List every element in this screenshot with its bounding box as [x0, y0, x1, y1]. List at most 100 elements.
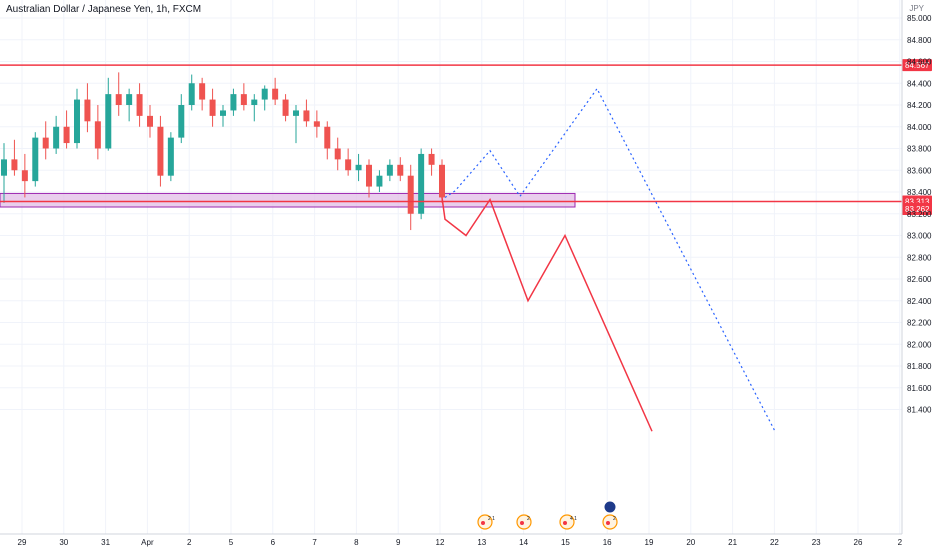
bearish-projection-line[interactable]	[441, 197, 653, 432]
bullish-projection-line[interactable]	[444, 87, 776, 432]
y-tick-label: 82.000	[907, 340, 932, 349]
y-tick-label: 82.200	[907, 319, 932, 328]
event-icon[interactable]	[559, 514, 575, 530]
candle	[32, 132, 39, 187]
x-tick-label: 2	[898, 538, 903, 547]
candle-body	[303, 110, 310, 122]
price-label: 83.313	[905, 197, 930, 206]
candle-body	[126, 94, 133, 105]
candle-body	[282, 99, 289, 116]
candle-body	[313, 121, 320, 127]
x-tick-label: 29	[18, 538, 27, 547]
y-tick-label: 84.800	[907, 36, 932, 45]
x-tick-label: 19	[645, 538, 654, 547]
price-label: 83.262	[905, 205, 930, 214]
candle-body	[355, 164, 362, 171]
symbol-title: Australian Dollar / Japanese Yen, 1h, FX…	[6, 4, 202, 15]
event-dot	[563, 521, 567, 525]
x-tick-label: 2	[187, 538, 192, 547]
x-tick-label: 15	[561, 538, 570, 547]
candle	[136, 83, 143, 127]
x-tick-label: 8	[354, 538, 359, 547]
candle	[251, 94, 258, 122]
y-tick-label: 83.200	[907, 210, 932, 219]
candle	[366, 159, 372, 198]
candle-body	[272, 88, 279, 100]
candle	[334, 137, 341, 171]
candle-body	[32, 137, 39, 182]
projection-paths[interactable]	[441, 87, 776, 432]
y-tick-label: 85.000	[907, 14, 932, 23]
candle-body	[230, 94, 237, 111]
candle	[376, 170, 383, 192]
x-tick-label: 26	[854, 538, 863, 547]
y-tick-label: 83.400	[907, 188, 932, 197]
candle	[272, 77, 279, 105]
event-icon[interactable]	[602, 514, 618, 530]
candle	[11, 139, 18, 176]
candle-body	[209, 99, 216, 116]
event-dot	[481, 521, 485, 525]
candle-body	[428, 153, 435, 165]
x-tick-label: 7	[312, 538, 317, 547]
candle-body	[220, 110, 226, 116]
currency-label: JPY	[909, 4, 924, 13]
y-tick-label: 83.600	[907, 166, 932, 175]
y-tick-label: 84.200	[907, 101, 932, 110]
x-tick-label: 16	[603, 538, 612, 547]
candle-body	[11, 159, 18, 171]
candle-body	[324, 126, 331, 149]
support-zone-rect[interactable]	[0, 192, 576, 208]
candle	[355, 153, 362, 182]
candle	[167, 132, 174, 182]
y-tick-label: 82.400	[907, 297, 932, 306]
candle-body	[74, 99, 80, 144]
candle-body	[199, 83, 206, 100]
candle-body	[94, 121, 101, 149]
price-label-bg	[902, 59, 932, 72]
candle-body	[439, 164, 445, 198]
candle	[74, 88, 80, 149]
candle-body	[136, 94, 143, 116]
candle	[147, 105, 153, 138]
candle-body	[418, 153, 425, 214]
event-marker[interactable]: 2	[516, 514, 532, 530]
event-marker[interactable]: 4 1	[559, 514, 577, 530]
y-tick-label: 84.400	[907, 79, 932, 88]
candle-body	[53, 126, 60, 149]
event-marker[interactable]: 2 1	[477, 514, 495, 530]
x-tick-label: 5	[229, 538, 234, 547]
x-tick-label: 6	[271, 538, 276, 547]
candle	[178, 94, 185, 144]
y-tick-label: 84.600	[907, 58, 932, 67]
candle-body	[397, 164, 404, 176]
x-tick-label: 23	[812, 538, 821, 547]
event-icon[interactable]	[477, 514, 493, 530]
candle-body	[188, 83, 195, 105]
event-icon[interactable]	[516, 514, 532, 530]
candle-body	[147, 115, 153, 127]
candle-body	[167, 137, 174, 176]
y-tick-label: 82.600	[907, 275, 932, 284]
support-zone[interactable]	[0, 192, 576, 208]
candle-body	[42, 137, 49, 149]
event-markers[interactable]: 2 1 2 4 1 2	[477, 500, 618, 530]
y-tick-label: 83.000	[907, 232, 932, 241]
candle	[105, 77, 112, 151]
candle-body	[345, 159, 352, 171]
candle-body	[240, 94, 247, 105]
x-tick-label: 12	[436, 538, 445, 547]
event-marker[interactable]: 2	[602, 514, 618, 530]
candle	[282, 94, 289, 122]
chart-grid	[0, 0, 902, 534]
candle-body	[21, 170, 28, 182]
candle-body	[261, 88, 268, 100]
x-tick-label: 22	[770, 538, 779, 547]
price-label: 84.567	[905, 61, 930, 70]
candle	[261, 85, 268, 111]
candle	[53, 115, 60, 154]
flag-icon[interactable]	[603, 500, 617, 514]
